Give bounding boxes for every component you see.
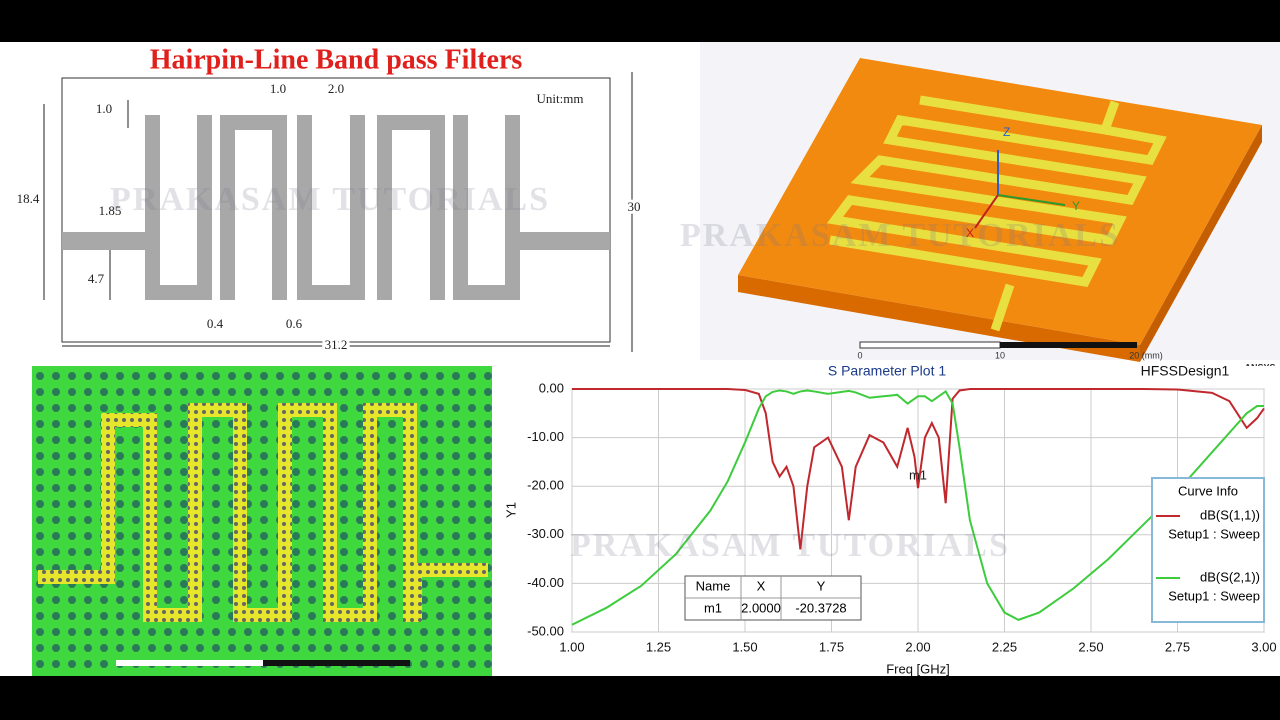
- watermark: PRAKASAM TUTORIALS: [570, 527, 1010, 564]
- scale-bar: [116, 660, 263, 666]
- watermark: PRAKASAM TUTORIALS: [110, 181, 550, 218]
- scale-bar: [859, 341, 1001, 349]
- x-tick-label: 1.00: [559, 639, 584, 654]
- table-header: X: [757, 578, 766, 593]
- y-tick-label: -30.00: [527, 526, 564, 541]
- drawing-panel: Hairpin-Line Band pass Filters Unit:mm 1…: [17, 44, 644, 355]
- table-header: Y: [817, 578, 826, 593]
- hairpin-shape: [62, 115, 610, 300]
- series-line: [571, 389, 1264, 626]
- drawing-frame: [61, 77, 611, 343]
- watermark: PRAKASAM TUTORIALS: [680, 217, 1120, 254]
- dim-label: 4.7: [88, 271, 105, 286]
- x-tick-label: 1.75: [819, 639, 844, 654]
- scale-bar: [1000, 342, 1137, 348]
- dimension-lines: [43, 72, 633, 352]
- pcb-trace: [38, 403, 488, 622]
- chart-panel: S Parameter Plot 1 HFSSDesign1 Freq [GHz…: [492, 363, 1280, 676]
- x-tick-label: 2.50: [1078, 639, 1103, 654]
- pcb-panel: [32, 366, 492, 676]
- board-side: [1140, 125, 1262, 362]
- scale-bar: [263, 660, 410, 666]
- scale-label: 20 (mm): [1129, 350, 1163, 360]
- chart-title: S Parameter Plot 1: [828, 363, 946, 379]
- board-side: [738, 275, 1140, 362]
- table-cell: m1: [704, 600, 722, 615]
- x-tick-label: 2.75: [1165, 639, 1190, 654]
- dim-label: 30: [628, 199, 641, 214]
- legend-entry: dB(S(1,1)): [1200, 507, 1260, 522]
- y-tick-label: -10.00: [527, 429, 564, 444]
- dim-label: 31.2: [325, 337, 348, 352]
- y-tick-label: -40.00: [527, 575, 564, 590]
- dim-label: 0.4: [207, 316, 224, 331]
- marker-label: m1: [909, 467, 927, 482]
- x-axis-label: Freq [GHz]: [886, 661, 950, 676]
- dim-label: 1.85: [99, 203, 122, 218]
- axis-label: Y: [1072, 199, 1080, 213]
- legend-entry: dB(S(2,1)): [1200, 569, 1260, 584]
- x-tick-label: 1.25: [646, 639, 671, 654]
- x-tick-label: 3.00: [1251, 639, 1276, 654]
- dim-label: 1.0: [96, 101, 112, 116]
- model-panel: Z Y X 0 10 20 (mm) ANSYS PRAKASAM TUTORI…: [680, 42, 1280, 372]
- dim-label: 18.4: [17, 191, 40, 206]
- table-cell: -20.3728: [795, 600, 846, 615]
- axis-label: X: [966, 226, 974, 240]
- dim-label: 0.6: [286, 316, 303, 331]
- legend-box: [1151, 477, 1265, 623]
- legend-title: Curve Info: [1178, 483, 1238, 498]
- axis-triad: [974, 150, 1066, 229]
- axis-label: Z: [1003, 125, 1010, 139]
- table-cell: 2.0000: [741, 600, 781, 615]
- y-axis-label: Y1: [503, 502, 518, 518]
- legend-setup: Setup1 : Sweep: [1168, 588, 1260, 603]
- table-header: Name: [696, 578, 731, 593]
- scale-label: 10: [995, 350, 1005, 360]
- unit-label: Unit:mm: [537, 91, 584, 106]
- dim-label: 1.0: [270, 81, 286, 96]
- x-tick-label: 2.25: [992, 639, 1017, 654]
- legend-setup: Setup1 : Sweep: [1168, 526, 1260, 541]
- y-tick-label: -50.00: [527, 623, 564, 638]
- main-title: Hairpin-Line Band pass Filters: [150, 44, 523, 75]
- x-tick-label: 1.50: [732, 639, 757, 654]
- scale-label: 0: [857, 350, 862, 360]
- y-tick-label: -20.00: [527, 478, 564, 493]
- y-tick-label: 0.00: [539, 380, 564, 395]
- x-tick-label: 2.00: [905, 639, 930, 654]
- design-label: HFSSDesign1: [1141, 363, 1230, 379]
- board-traces: [826, 95, 1167, 332]
- dim-label: 2.0: [328, 81, 344, 96]
